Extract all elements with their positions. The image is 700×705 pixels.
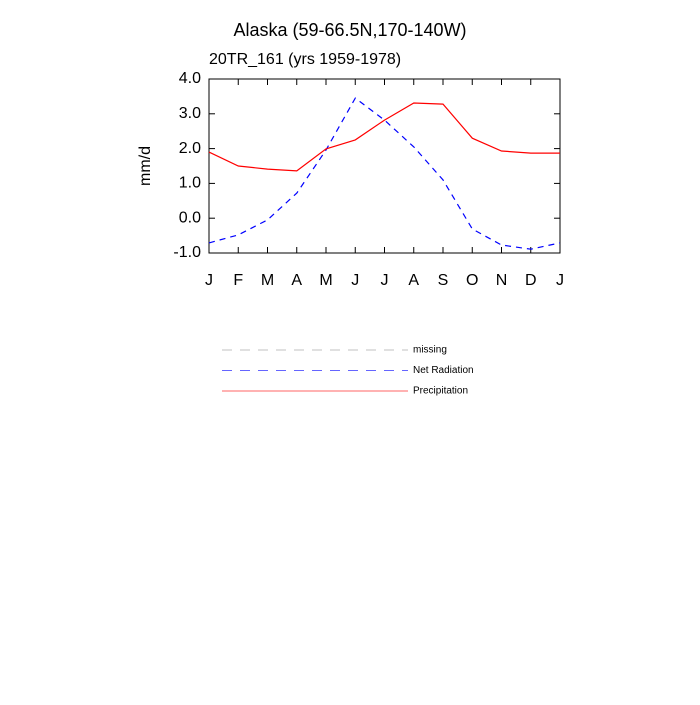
y-tick-label: 4.0	[179, 70, 201, 87]
chart-subtitle: 20TR_161 (yrs 1959-1978)	[209, 51, 401, 68]
x-tick-label: D	[525, 272, 537, 289]
legend-label: Precipitation	[413, 386, 468, 397]
x-tick-label: O	[466, 272, 478, 289]
chart-title: Alaska (59-66.5N,170-140W)	[233, 20, 466, 40]
x-tick-label: F	[233, 272, 243, 289]
y-tick-label: 0.0	[179, 209, 201, 226]
y-tick-label: -1.0	[173, 244, 201, 261]
x-tick-label: S	[438, 272, 449, 289]
x-tick-label: J	[351, 272, 359, 289]
legend-label: missing	[413, 345, 447, 356]
series-line	[208, 102, 560, 172]
x-tick-label: N	[496, 272, 508, 289]
y-axis-label: mm/d	[137, 146, 154, 186]
y-tick-label: 3.0	[179, 105, 201, 122]
y-tick-label: 2.0	[179, 140, 201, 157]
x-tick-label: J	[556, 272, 564, 289]
x-tick-label: J	[205, 272, 213, 289]
x-tick-label: M	[261, 272, 274, 289]
y-tick-label: 1.0	[179, 175, 201, 192]
plot-frame	[208, 78, 561, 254]
x-tick-label: J	[381, 272, 389, 289]
legend-label: Net Radiation	[413, 365, 474, 376]
x-tick-label: A	[408, 272, 419, 289]
x-tick-label: M	[319, 272, 332, 289]
x-tick-label: A	[291, 272, 302, 289]
